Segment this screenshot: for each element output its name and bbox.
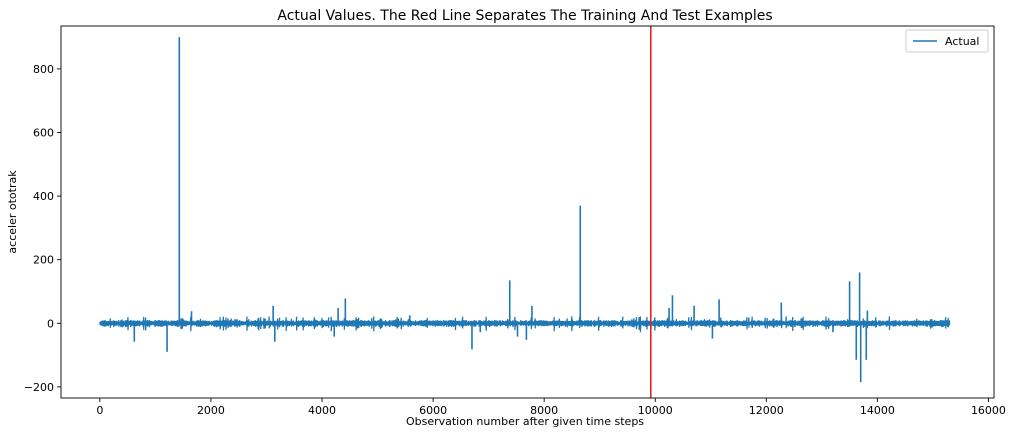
legend-box bbox=[905, 29, 989, 53]
y-tick-label: 600 bbox=[33, 127, 54, 140]
legend: Actual bbox=[905, 29, 989, 53]
chart-title: Actual Values. The Red Line Separates Th… bbox=[277, 8, 772, 24]
y-tick-label: 800 bbox=[33, 63, 54, 76]
series-layer bbox=[99, 37, 951, 383]
series-actual-line bbox=[99, 316, 951, 333]
plot-frame bbox=[60, 25, 995, 399]
y-tick-label: 400 bbox=[33, 190, 54, 203]
x-tick-label: 6000 bbox=[419, 404, 447, 417]
x-tick-label: 0 bbox=[96, 404, 103, 417]
x-tick-label: 12000 bbox=[749, 404, 784, 417]
y-axis-label: acceler ototrak bbox=[6, 170, 19, 254]
legend-label-actual: Actual bbox=[945, 35, 979, 48]
y-axis-ticks: −200 0 200 400 600 800 bbox=[24, 63, 61, 394]
x-tick-label: 10000 bbox=[638, 404, 673, 417]
y-tick-label: 200 bbox=[33, 254, 54, 267]
x-tick-label: 4000 bbox=[308, 404, 336, 417]
x-tick-label: 16000 bbox=[971, 404, 1006, 417]
x-tick-label: 14000 bbox=[860, 404, 895, 417]
y-tick-label: 0 bbox=[47, 317, 54, 330]
y-tick-label: −200 bbox=[24, 381, 54, 394]
x-tick-label: 8000 bbox=[530, 404, 558, 417]
x-tick-label: 2000 bbox=[197, 404, 225, 417]
x-axis-label: Observation number after given time step… bbox=[406, 415, 644, 428]
x-axis-ticks: 0 2000 4000 6000 8000 10000 12000 14000 16000 bbox=[96, 398, 1006, 417]
